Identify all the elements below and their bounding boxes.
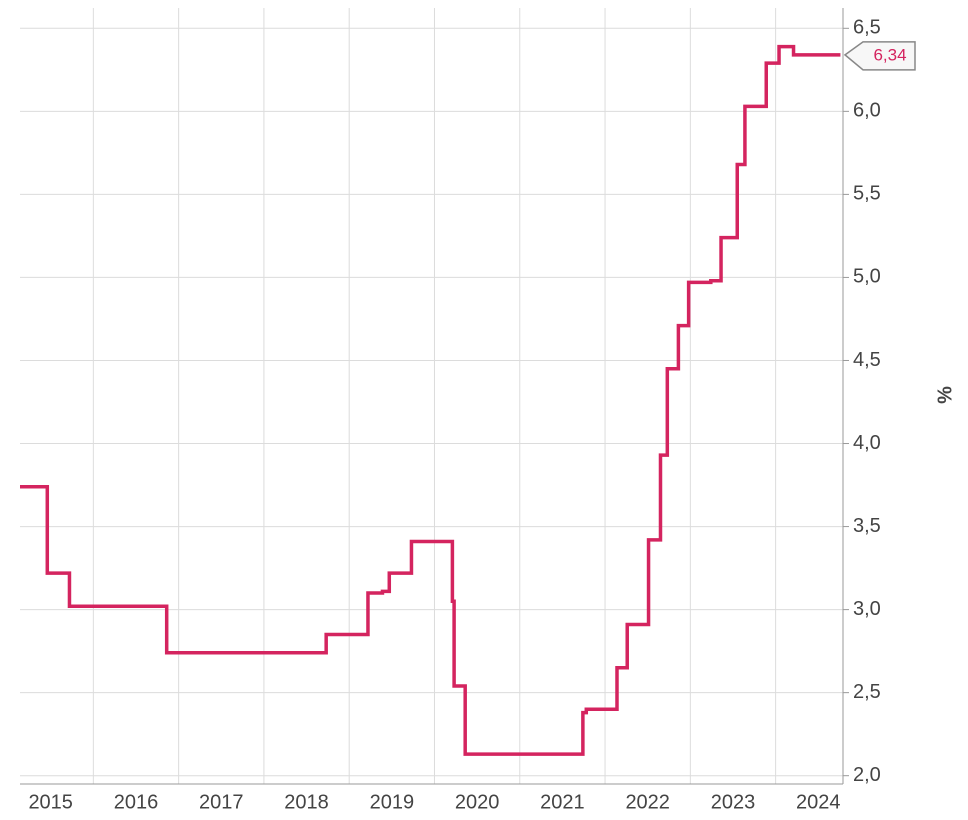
y-tick-label: 3,5 (853, 515, 881, 537)
y-tick-label: 2,5 (853, 681, 881, 703)
line (20, 44, 841, 756)
x-tick-label: 2016 (114, 791, 159, 813)
y-axis-label: % (934, 386, 956, 404)
y-tick-label: 4,0 (853, 432, 881, 454)
x-tick-label: 2017 (199, 791, 244, 813)
y-tick-label: 5,5 (853, 183, 881, 205)
x-tick-label: 2024 (796, 791, 841, 813)
x-tick-label: 2020 (455, 791, 500, 813)
callout-label: 6,34 (873, 45, 906, 64)
y-tick-label: 5,0 (853, 266, 881, 288)
y-tick-label: 6,0 (853, 100, 881, 122)
x-tick-label: 2021 (540, 791, 585, 813)
y-tick-label: 4,5 (853, 349, 881, 371)
y-tick-label: 2,0 (853, 764, 881, 786)
y-tick-label: 6,5 (853, 17, 881, 39)
y-tick-label: 3,0 (853, 598, 881, 620)
x-tick-label: 2023 (711, 791, 756, 813)
x-tick-label: 2015 (28, 791, 73, 813)
callout-box (843, 41, 916, 71)
x-tick-label: 2018 (284, 791, 329, 813)
x-tick-label: 2019 (370, 791, 415, 813)
x-tick-label: 2022 (625, 791, 670, 813)
